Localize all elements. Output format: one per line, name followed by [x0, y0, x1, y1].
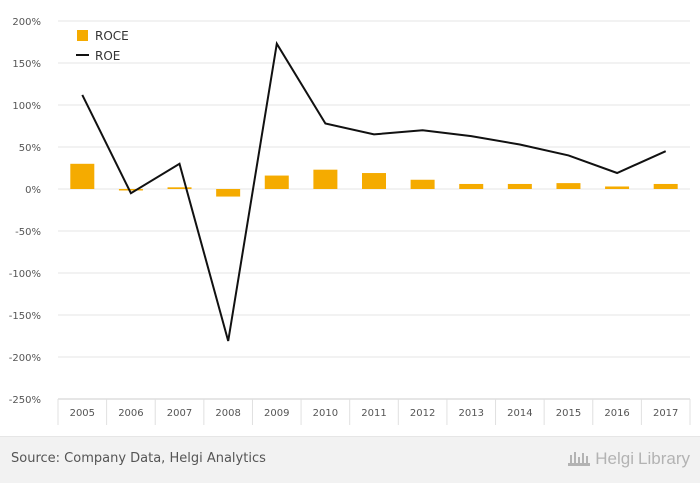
roce-bars: [70, 163, 678, 197]
x-tick-label: 2011: [361, 408, 386, 419]
y-tick-label: -200%: [9, 353, 41, 364]
y-axis-ticks: 200% 150% 100% 50% 0% -50% -100% -150% -200% -250…: [9, 17, 41, 406]
x-tick-label: 2017: [653, 408, 678, 419]
y-tick-label: -150%: [9, 311, 41, 322]
footer: Source: Company Data, Helgi Analytics He…: [0, 436, 700, 483]
roce-bar: [362, 173, 386, 189]
roce-bar: [118, 189, 143, 191]
x-tick-label: 2005: [70, 408, 95, 419]
y-tick-label: 0%: [25, 185, 41, 196]
legend-roce-swatch: [77, 30, 88, 41]
roce-bar: [653, 183, 678, 189]
x-tick-label: 2009: [264, 408, 289, 419]
roce-bar: [264, 175, 289, 189]
legend-roce-label: ROCE: [95, 29, 129, 43]
legend-roe-label: ROE: [95, 49, 120, 63]
helgi-library-logo: Helgi Library: [567, 449, 690, 469]
y-tick-label: -250%: [9, 395, 41, 406]
gridlines: [58, 20, 690, 400]
library-logo-icon: [568, 452, 591, 466]
roce-bar: [605, 186, 630, 189]
roce-bar: [556, 183, 581, 189]
x-tick-label: 2013: [459, 408, 484, 419]
x-tick-label: 2014: [507, 408, 532, 419]
y-tick-label: 50%: [19, 143, 41, 154]
roce-bar: [410, 179, 435, 189]
x-tick-label: 2006: [118, 408, 143, 419]
roce-bar: [313, 169, 338, 189]
y-tick-label: -100%: [9, 269, 41, 280]
y-tick-label: 100%: [12, 101, 41, 112]
brand-library: Library: [638, 449, 690, 468]
y-tick-label: -50%: [15, 227, 41, 238]
x-tick-label: 2010: [313, 408, 338, 419]
x-tick-label: 2007: [167, 408, 192, 419]
roce-bar: [70, 163, 95, 189]
source-text: Source: Company Data, Helgi Analytics: [11, 451, 266, 466]
roce-bar: [167, 187, 192, 189]
roe-line: [81, 40, 667, 342]
roe-series-line: [81, 40, 667, 342]
legend: ROCE ROE: [76, 29, 129, 63]
brand-helgi: Helgi: [595, 449, 635, 468]
x-axis: 2005 2006 2007 2008 2009 2010 2011 2012 2013 2014…: [57, 398, 691, 425]
roce-bar: [459, 183, 484, 189]
y-tick-label: 150%: [12, 59, 41, 70]
y-tick-label: 200%: [12, 17, 41, 28]
x-tick-label: 2008: [215, 408, 240, 419]
x-tick-label: 2015: [556, 408, 581, 419]
x-tick-label: 2016: [604, 408, 629, 419]
x-tick-label: 2012: [410, 408, 435, 419]
roce-bar: [507, 183, 532, 189]
roce-bar: [216, 189, 241, 197]
chart: 200% 150% 100% 50% 0% -50% -100% -150% -200% -250…: [9, 17, 691, 425]
